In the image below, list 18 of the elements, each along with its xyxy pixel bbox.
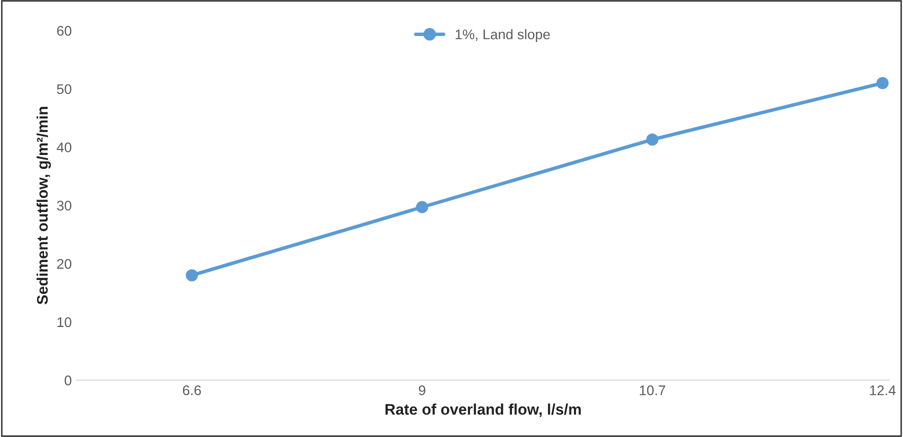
point	[646, 133, 658, 146]
point	[416, 201, 428, 214]
x-tick-label: 10.7	[640, 385, 666, 396]
y-tick-label: 20	[57, 258, 72, 269]
y-tick-label: 40	[56, 142, 72, 152]
x-tick-label: 9	[418, 385, 426, 396]
y-tick-label: 60	[57, 26, 72, 36]
legend-label: 1%, Land slope	[456, 29, 550, 42]
point	[876, 76, 889, 90]
y-tick-label: 10	[58, 317, 72, 328]
y-tick-label: 50	[57, 84, 72, 94]
x-axis-title: Rate of overland flow, l/s/m	[386, 404, 581, 417]
point	[186, 269, 198, 282]
y-tick-label: 0	[64, 376, 72, 386]
x-tick-label: 6.6	[182, 385, 201, 396]
y-tick-label: 30	[56, 200, 72, 211]
y-axis-title: Sediment outflow, g/m²/min	[36, 106, 51, 304]
x-tick-label: 12.4	[870, 385, 896, 396]
